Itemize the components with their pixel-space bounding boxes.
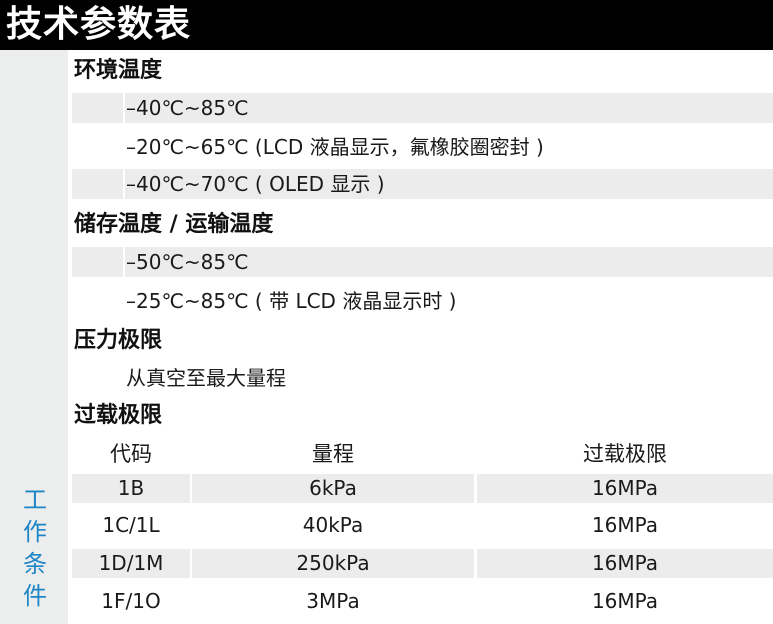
title-bar: 技术参数表: [0, 0, 773, 50]
table-cell-code: 1F/1O: [101, 589, 161, 613]
storage-temp-heading: 储存温度 / 运输温度: [74, 212, 274, 237]
overload-heading: 过载极限: [74, 403, 163, 428]
table-cell-code: 1C/1L: [102, 513, 160, 537]
storage-temp-value: –50℃~85℃: [126, 250, 249, 274]
list-item: –40℃~70℃ ( OLED 显示 ): [68, 166, 773, 200]
column-header-range: 量程: [312, 442, 354, 466]
sidebar-char: 工: [23, 486, 47, 514]
table-cell-overload: 16MPa: [591, 513, 659, 537]
table-cell-range: 250kPa: [192, 549, 474, 578]
list-item: –20℃~65℃ (LCD 液晶显示，氟橡胶圈密封 ): [68, 129, 773, 163]
list-item: –25℃~85℃ ( 带 LCD 液晶显示时 ): [68, 283, 773, 317]
sidebar-char: 条: [23, 550, 47, 578]
env-temp-value: –40℃~85℃: [126, 96, 249, 120]
env-temp-heading: 环境温度: [74, 58, 163, 83]
list-item: –50℃~85℃: [68, 244, 773, 278]
column-header-code: 代码: [110, 442, 152, 466]
env-temp-value: –20℃~65℃ (LCD 液晶显示，氟橡胶圈密封 ): [126, 135, 544, 159]
sidebar-char: 件: [23, 582, 47, 610]
page-title: 技术参数表: [6, 4, 192, 45]
table-cell-range: 40kPa: [302, 513, 364, 537]
list-item: 从真空至最大量程: [68, 360, 773, 394]
table-cell-overload: 16MPa: [591, 589, 659, 613]
table-cell-overload: 16MPa: [477, 474, 773, 503]
env-temp-value: –40℃~70℃ ( OLED 显示 ): [126, 172, 385, 196]
table-cell-code: 1B: [72, 474, 190, 503]
list-item: –40℃~85℃: [68, 90, 773, 124]
storage-temp-value: –25℃~85℃ ( 带 LCD 液晶显示时 ): [126, 289, 457, 313]
sidebar-char: 作: [23, 518, 47, 546]
sidebar: [0, 50, 68, 624]
table-cell-code: 1D/1M: [72, 549, 190, 578]
pressure-limit-value: 从真空至最大量程: [126, 366, 286, 390]
pressure-limit-heading: 压力极限: [74, 328, 163, 353]
sidebar-label: 工 作 条 件: [17, 484, 53, 612]
table-cell-range: 3MPa: [306, 589, 360, 613]
table-cell-range: 6kPa: [192, 474, 474, 503]
column-header-overload: 过载极限: [583, 442, 667, 466]
table-cell-overload: 16MPa: [477, 549, 773, 578]
